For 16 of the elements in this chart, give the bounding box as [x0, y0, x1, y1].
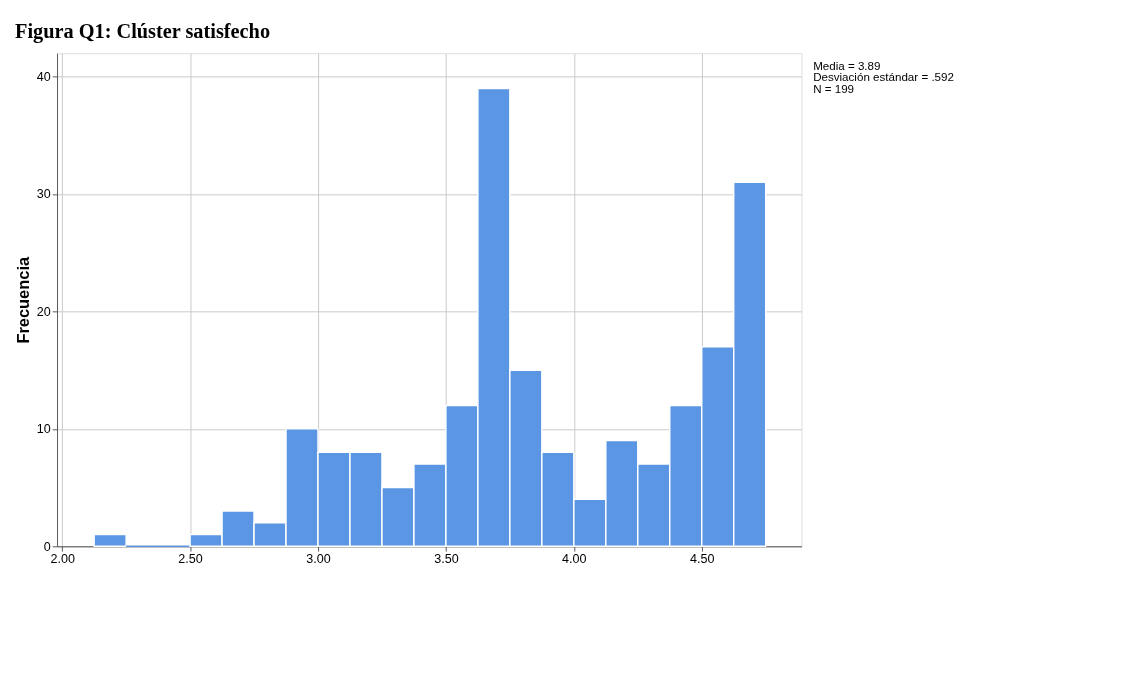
x-tick-label: 4.00	[562, 552, 587, 567]
y-tick-label: 30	[36, 187, 51, 202]
text: N = 199	[813, 81, 855, 95]
x-tick-label: 4.50	[690, 552, 715, 567]
chart-title: Figura Q1: Clúster satisfecho	[15, 19, 271, 43]
y-tick-label: 40	[36, 70, 51, 85]
text: Media = 3.89	[813, 58, 881, 72]
y-axis-title: Frecuencia	[14, 256, 33, 344]
y-tick-label: 20	[36, 304, 51, 319]
x-tick-label: 2.50	[178, 552, 203, 567]
x-tick-label: 3.50	[434, 552, 459, 567]
y-tick-label: 0	[43, 539, 51, 554]
y-tick-label: 10	[36, 422, 51, 437]
x-tick-label: 2.00	[50, 552, 75, 567]
text: Desviación estándar = .592	[813, 70, 954, 84]
x-tick-label: 3.00	[306, 552, 331, 567]
